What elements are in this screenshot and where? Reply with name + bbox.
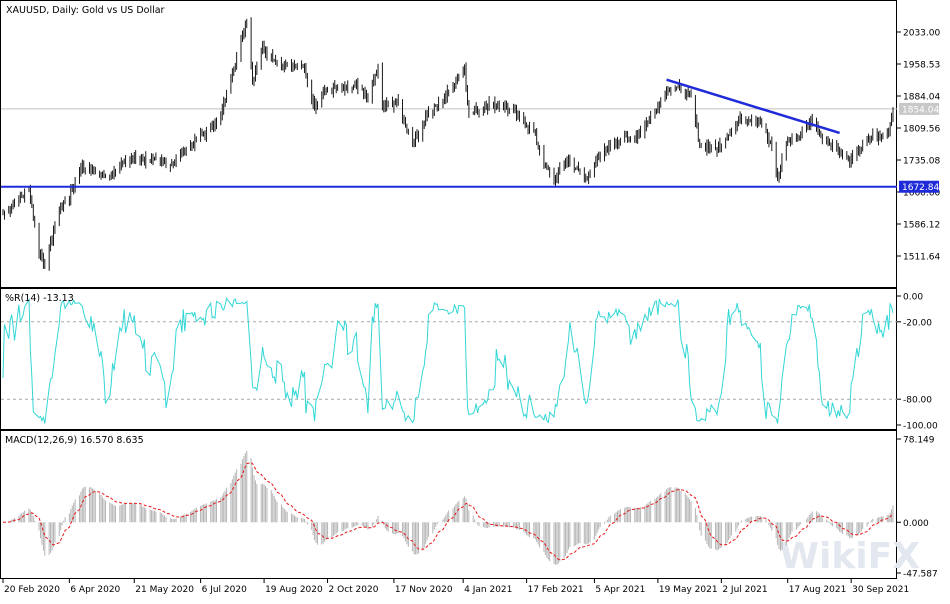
time-tick-label: 4 Jan 2021 xyxy=(464,585,512,595)
time-tick-label: 20 Feb 2020 xyxy=(4,585,60,595)
support-price-box xyxy=(899,180,939,193)
wr-tick-label: -100.00 xyxy=(903,422,938,432)
macd-signal-line xyxy=(2,462,894,561)
trendline[interactable] xyxy=(666,78,840,135)
wr-tick-label: 0.00 xyxy=(903,293,923,303)
time-tick-label: 2 Oct 2020 xyxy=(329,585,379,595)
wr-tick-label: -80.00 xyxy=(903,396,932,406)
price-panel-frame xyxy=(0,0,897,288)
price-tick-label: 1660.60 xyxy=(903,189,940,199)
macd-tick-label: 0.000 xyxy=(903,519,929,529)
macd-panel-frame xyxy=(0,430,897,579)
wr-line xyxy=(2,297,894,424)
time-tick-label: 21 May 2020 xyxy=(135,585,194,595)
wr-tick-label: -20.00 xyxy=(903,318,932,328)
bid-line: 1854.04 xyxy=(1,102,939,115)
time-tick-label: 19 Aug 2020 xyxy=(265,585,323,595)
price-tick-label: 2033.00 xyxy=(903,29,940,39)
watermark-text: WikiFX xyxy=(779,536,920,577)
price-tick-label: 1958.53 xyxy=(903,60,940,70)
time-tick-label: 2 Jul 2021 xyxy=(722,585,767,595)
descending-trendline xyxy=(666,78,840,135)
candlestick-series xyxy=(2,17,894,271)
wr-panel-frame xyxy=(0,288,897,430)
support-price-label: 1672.84 xyxy=(902,183,939,193)
price-tick-label: 1511.64 xyxy=(903,253,940,263)
time-axis: 20 Feb 2020 6 Apr 2020 21 May 2020 6 Jul 20… xyxy=(2,579,909,595)
macd-tick-label: 78.149 xyxy=(903,436,935,446)
time-tick-label: 19 May 2021 xyxy=(659,585,718,595)
macd-tick-label: -47.587 xyxy=(903,570,938,580)
wr-indicator-label: %R(14) -13.13 xyxy=(5,293,74,304)
time-tick-label: 30 Sep 2021 xyxy=(852,585,909,595)
time-tick-label: 6 Apr 2020 xyxy=(70,585,120,595)
time-tick-label: 5 Apr 2021 xyxy=(595,585,645,595)
time-tick-label: 17 Feb 2021 xyxy=(528,585,584,595)
time-tick-label: 6 Jul 2020 xyxy=(202,585,247,595)
chart-title: XAUUSD, Daily: Gold vs US Dollar xyxy=(6,5,165,16)
macd-series: 78.149 0.000 -47.587 xyxy=(2,436,938,580)
bid-price-label: 1854.04 xyxy=(902,105,939,115)
price-tick-label: 1884.04 xyxy=(903,93,940,103)
bid-price-box xyxy=(899,102,939,115)
williams-r-series: 0.00 -20.00 -80.00 -100.00 xyxy=(1,293,938,432)
price-tick-label: 1735.08 xyxy=(903,157,940,167)
price-tick-label: 1809.56 xyxy=(903,125,940,135)
macd-indicator-label: MACD(12,26,9) 16.570 8.635 xyxy=(5,435,144,446)
time-tick-label: 17 Aug 2021 xyxy=(789,585,847,595)
time-tick-label: 17 Nov 2020 xyxy=(395,585,453,595)
price-tick-label: 1586.12 xyxy=(903,221,940,231)
support-line[interactable]: 1672.84 xyxy=(1,180,939,194)
price-axis: 2033.00 1958.53 1884.04 1809.56 1735.08 1660.… xyxy=(897,29,940,263)
